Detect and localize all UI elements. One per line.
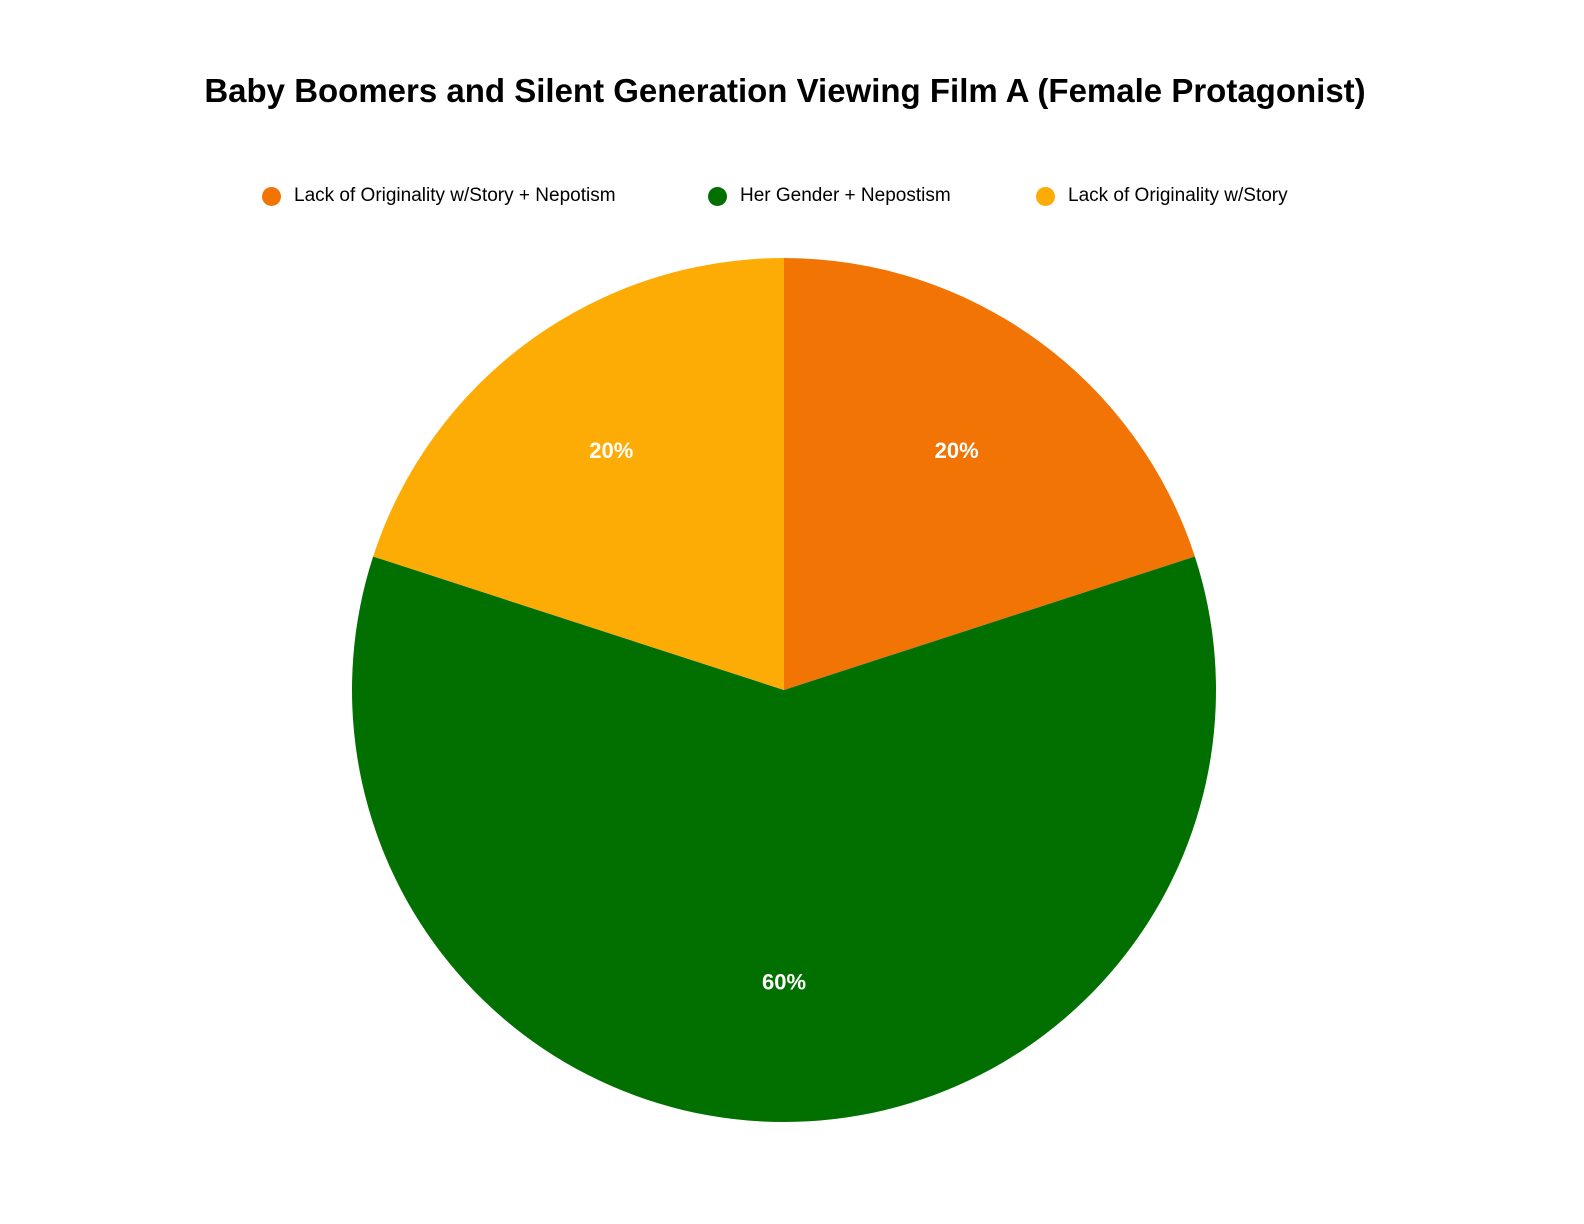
slice-label-1: 60% (762, 970, 806, 995)
legend-item-0[interactable]: Lack of Originality w/Story + Nepotism (262, 182, 616, 210)
legend-swatch-0 (262, 186, 281, 206)
legend-label-1: Her Gender + Nepostism (740, 185, 951, 206)
legend-swatch-1 (708, 186, 727, 206)
chart-title: Baby Boomers and Silent Generation Viewi… (204, 72, 1366, 109)
legend: Lack of Originality w/Story + Nepotism H… (0, 182, 1570, 210)
pie-slice-1[interactable] (352, 556, 1216, 1122)
legend-label-0: Lack of Originality w/Story + Nepotism (294, 185, 616, 206)
slice-label-0: 20% (935, 438, 979, 463)
legend-swatch-2 (1036, 186, 1055, 206)
legend-label-2: Lack of Originality w/Story (1068, 185, 1288, 206)
legend-item-2[interactable]: Lack of Originality w/Story (1036, 182, 1288, 210)
legend-item-1[interactable]: Her Gender + Nepostism (708, 182, 951, 210)
pie-slice-2[interactable] (373, 258, 784, 690)
slice-label-2: 20% (589, 438, 633, 463)
pie-slice-0[interactable] (784, 258, 1195, 690)
